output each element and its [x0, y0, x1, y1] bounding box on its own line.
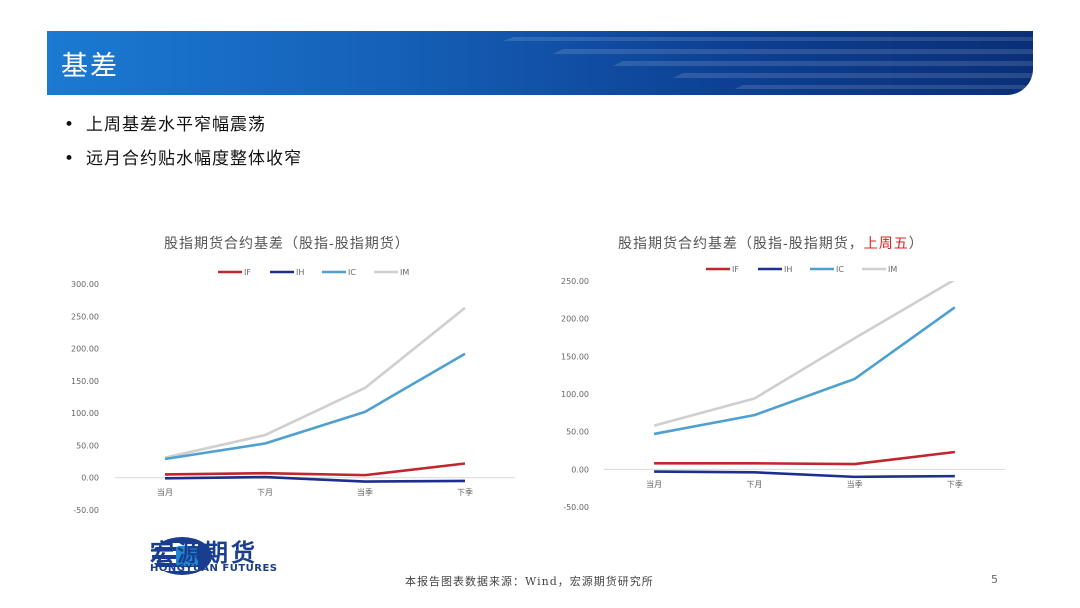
series-line-IF [164, 462, 466, 477]
legend-label-IM: IM [888, 265, 897, 274]
chart-2-title: 股指期货合约基差（股指-股指期货，上周五） [618, 233, 924, 253]
title-bar-decoration [503, 37, 1033, 89]
page-number: 5 [991, 573, 998, 586]
title-bar: 基差 [47, 31, 1033, 95]
y-tick-label: 200.00 [561, 315, 589, 324]
chart-2-title-end: ） [908, 236, 924, 252]
x-tick-label: 当季 [847, 479, 863, 489]
series-line-IM [653, 281, 955, 427]
y-tick-label: 50.00 [76, 441, 99, 450]
series-line-IC [653, 306, 956, 436]
series-line-IM [164, 306, 466, 459]
bullet-dot: • [64, 115, 76, 135]
x-tick-label: 下月 [257, 488, 273, 497]
logo-chinese-name: 宏源期货 [150, 539, 258, 567]
bullet-dot: • [64, 149, 76, 169]
series-group [164, 306, 466, 483]
chart-2-title-highlight: 上周五 [863, 236, 909, 252]
logo-english-name: HONGYUAN FUTURES [150, 563, 278, 574]
x-tick-label: 当季 [357, 487, 373, 497]
y-tick-label: -50.00 [563, 503, 589, 512]
y-tick-label: 100.00 [561, 390, 589, 399]
bullet-item: • 远月合约贴水幅度整体收窄 [64, 146, 302, 180]
bullet-text: 远月合约贴水幅度整体收窄 [86, 149, 302, 169]
y-tick-label: 250.00 [561, 277, 589, 286]
y-tick-label: 0.00 [81, 474, 99, 483]
x-tick-label: 下季 [947, 479, 963, 489]
y-tick-label: 200.00 [71, 345, 99, 354]
x-tick-label: 下季 [457, 487, 473, 497]
page-title: 基差 [61, 51, 119, 82]
series-line-IH [654, 470, 955, 479]
bullet-text: 上周基差水平窄幅震荡 [86, 115, 266, 135]
legend-label-IH: IH [784, 265, 792, 274]
legend-label-IF: IF [244, 268, 251, 277]
data-source-note: 本报告图表数据来源：Wind，宏源期货研究所 [405, 575, 654, 588]
legend-label-IH: IH [296, 268, 304, 277]
y-tick-label: 50.00 [566, 428, 589, 437]
bullet-item: • 上周基差水平窄幅震荡 [64, 112, 302, 146]
chart-1-title: 股指期货合约基差（股指-股指期货） [164, 233, 410, 253]
company-logo-icon [150, 537, 212, 575]
chart-2-title-text: 股指期货合约基差（股指-股指期货， [618, 236, 864, 252]
legend-label-IC: IC [348, 268, 356, 277]
y-tick-label: 0.00 [571, 465, 589, 474]
series-group [653, 281, 956, 479]
series-line-IF [654, 450, 956, 466]
y-tick-label: 300.00 [71, 280, 99, 289]
y-tick-label: 100.00 [71, 409, 99, 418]
x-tick-label: 下月 [746, 480, 762, 489]
legend-label-IM: IM [400, 268, 409, 277]
legend-label-IC: IC [836, 265, 844, 274]
y-tick-label: -50.00 [73, 506, 99, 515]
series-line-IH [164, 475, 466, 483]
y-tick-label: 150.00 [561, 352, 589, 361]
y-tick-label: 250.00 [71, 312, 99, 321]
y-tick-label: 150.00 [71, 377, 99, 386]
x-tick-label: 当月 [646, 479, 662, 489]
bullet-list: • 上周基差水平窄幅震荡 • 远月合约贴水幅度整体收窄 [64, 112, 302, 180]
x-tick-label: 当月 [157, 487, 173, 497]
chart-1-title-text: 股指期货合约基差（股指-股指期货） [164, 236, 410, 252]
series-line-IC [164, 352, 466, 461]
legend-label-IF: IF [732, 265, 739, 274]
